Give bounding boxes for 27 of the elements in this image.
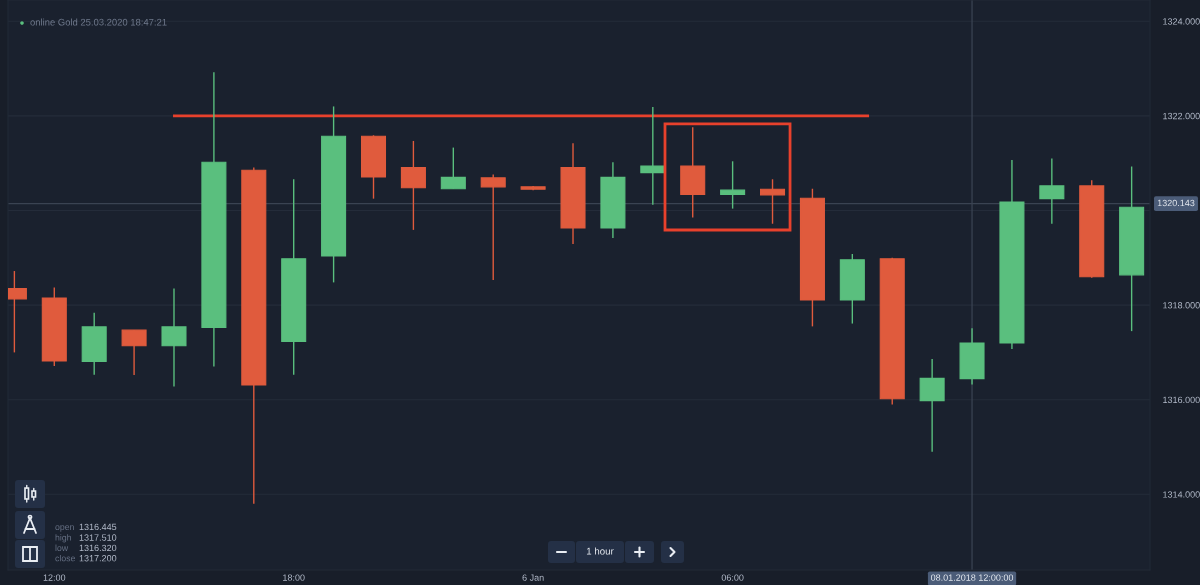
candlestick bbox=[640, 106, 666, 206]
candlestick bbox=[121, 329, 147, 376]
x-tick-label: 6 Jan bbox=[522, 574, 544, 581]
candlestick bbox=[161, 287, 187, 388]
candlestick bbox=[919, 358, 945, 453]
annotation: 1 hour bbox=[586, 547, 614, 555]
candlestick bbox=[440, 146, 466, 190]
ref-line-label: 1320.143 bbox=[1157, 199, 1195, 207]
candlestick bbox=[1039, 157, 1065, 225]
x-tick-label: 18:00 bbox=[283, 574, 305, 581]
text: low 1316.320 bbox=[55, 544, 117, 552]
annotation: high 1317.510 bbox=[55, 534, 117, 543]
y-tick-label: 1314.000 bbox=[1163, 491, 1200, 498]
y-tick-label: 1318.000 bbox=[1163, 302, 1200, 309]
candlestick bbox=[759, 178, 786, 225]
candlestick bbox=[400, 140, 426, 231]
y-tick-label: 1322.000 bbox=[1163, 112, 1200, 120]
annotation: open 1316.445 bbox=[55, 523, 117, 532]
y-tick-label: 1316.000 bbox=[1163, 396, 1200, 404]
x-tick-label: 12:00 bbox=[43, 574, 66, 581]
candlestick bbox=[480, 173, 506, 281]
text: online Gold 25.03.2020 18:47:21 bbox=[30, 18, 167, 26]
y-tick-label: 1324.000 bbox=[1163, 18, 1200, 25]
annotation: close 1317.200 bbox=[55, 554, 117, 562]
x-tick-label: 06:00 bbox=[721, 574, 744, 581]
x-tick-label: 08.01.2018 12:00:00 bbox=[930, 574, 1014, 581]
candlestick bbox=[720, 160, 746, 210]
